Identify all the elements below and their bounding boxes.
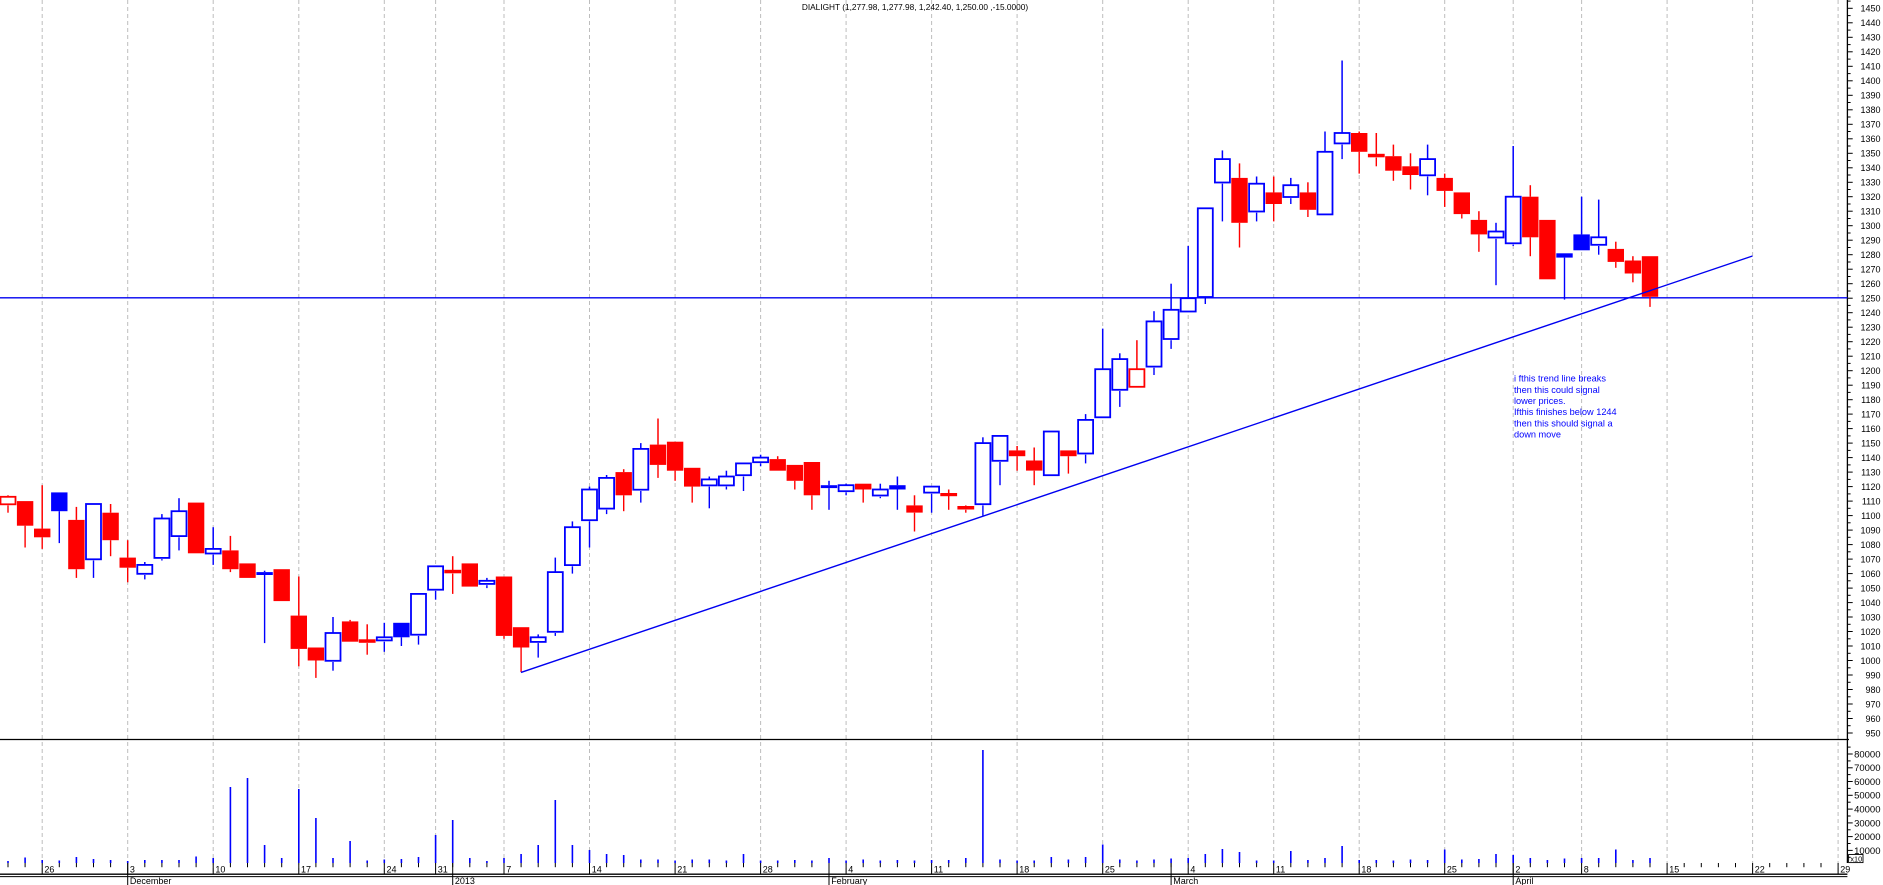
svg-text:1180: 1180 <box>1861 395 1880 405</box>
svg-text:1050: 1050 <box>1860 584 1880 594</box>
svg-text:1240: 1240 <box>1860 308 1880 318</box>
svg-text:1290: 1290 <box>1860 236 1880 246</box>
svg-text:22: 22 <box>1755 865 1765 875</box>
svg-text:down move: down move <box>1514 430 1561 440</box>
svg-text:1320: 1320 <box>1860 192 1880 202</box>
svg-text:1080: 1080 <box>1860 540 1880 550</box>
svg-text:1220: 1220 <box>1860 337 1880 347</box>
svg-text:1150: 1150 <box>1861 439 1880 449</box>
svg-text:1440: 1440 <box>1860 18 1880 28</box>
svg-text:1060: 1060 <box>1860 569 1880 579</box>
svg-text:February: February <box>831 876 868 885</box>
svg-text:26: 26 <box>44 865 54 875</box>
svg-text:10: 10 <box>215 865 225 875</box>
svg-text:1410: 1410 <box>1860 62 1880 72</box>
svg-text:1420: 1420 <box>1860 47 1880 57</box>
svg-text:70000: 70000 <box>1854 763 1880 774</box>
svg-text:1390: 1390 <box>1860 91 1880 101</box>
svg-text:25: 25 <box>1447 865 1457 875</box>
svg-text:18: 18 <box>1019 865 1029 875</box>
svg-text:970: 970 <box>1865 699 1880 709</box>
svg-text:lower prices.: lower prices. <box>1514 396 1566 406</box>
svg-text:1360: 1360 <box>1860 134 1880 144</box>
svg-text:1260: 1260 <box>1860 279 1880 289</box>
svg-text:28: 28 <box>763 865 773 875</box>
svg-text:1380: 1380 <box>1860 105 1880 115</box>
svg-text:1350: 1350 <box>1860 149 1880 159</box>
svg-text:1200: 1200 <box>1860 366 1880 376</box>
svg-text:17: 17 <box>301 865 311 875</box>
svg-text:11: 11 <box>934 865 943 875</box>
svg-text:1340: 1340 <box>1860 163 1880 173</box>
svg-text:DIALIGHT (1,277.98, 1,277.98,: DIALIGHT (1,277.98, 1,277.98, 1,242.40, … <box>802 2 1029 12</box>
svg-text:1090: 1090 <box>1860 526 1880 536</box>
svg-text:1400: 1400 <box>1860 76 1880 86</box>
svg-text:i fthis trend line breaks: i fthis trend line breaks <box>1514 374 1606 384</box>
svg-text:1140: 1140 <box>1861 453 1880 463</box>
svg-text:then this should signal a: then this should signal a <box>1514 418 1613 428</box>
svg-text:8: 8 <box>1584 865 1589 875</box>
svg-text:3: 3 <box>130 865 135 875</box>
svg-text:1300: 1300 <box>1860 221 1880 231</box>
svg-text:1170: 1170 <box>1861 410 1880 420</box>
svg-text:December: December <box>130 876 172 885</box>
svg-text:960: 960 <box>1865 714 1880 724</box>
svg-text:31: 31 <box>438 865 448 875</box>
svg-text:1010: 1010 <box>1860 641 1880 651</box>
svg-text:4: 4 <box>848 865 853 875</box>
svg-text:18: 18 <box>1361 865 1371 875</box>
svg-text:then this could signal: then this could signal <box>1514 385 1600 395</box>
svg-text:4: 4 <box>1190 865 1195 875</box>
svg-text:1030: 1030 <box>1860 612 1880 622</box>
svg-text:11: 11 <box>1276 865 1285 875</box>
svg-text:80000: 80000 <box>1854 749 1880 760</box>
svg-text:980: 980 <box>1865 685 1880 695</box>
svg-text:1280: 1280 <box>1860 250 1880 260</box>
svg-text:60000: 60000 <box>1854 777 1880 788</box>
svg-text:1020: 1020 <box>1860 627 1880 637</box>
svg-text:1130: 1130 <box>1861 468 1880 478</box>
svg-text:March: March <box>1173 876 1198 885</box>
svg-text:20000: 20000 <box>1854 832 1880 843</box>
svg-text:1160: 1160 <box>1861 424 1880 434</box>
svg-text:1270: 1270 <box>1860 265 1880 275</box>
svg-text:1040: 1040 <box>1860 598 1880 608</box>
svg-text:x10: x10 <box>1850 854 1862 863</box>
svg-text:25: 25 <box>1105 865 1115 875</box>
svg-text:30000: 30000 <box>1854 818 1880 829</box>
svg-text:29: 29 <box>1840 865 1850 875</box>
svg-text:1450: 1450 <box>1860 4 1880 14</box>
svg-text:50000: 50000 <box>1854 791 1880 802</box>
svg-text:Ifthis finishes below 1244: Ifthis finishes below 1244 <box>1514 407 1617 417</box>
svg-text:21: 21 <box>677 865 687 875</box>
svg-text:1430: 1430 <box>1860 33 1880 43</box>
svg-text:1190: 1190 <box>1861 381 1880 391</box>
svg-text:1120: 1120 <box>1861 482 1880 492</box>
svg-text:1330: 1330 <box>1860 178 1880 188</box>
svg-text:1250: 1250 <box>1860 294 1880 304</box>
svg-text:10000: 10000 <box>1854 846 1880 857</box>
svg-text:950: 950 <box>1865 728 1880 738</box>
svg-text:40000: 40000 <box>1854 805 1880 816</box>
svg-text:1370: 1370 <box>1860 120 1880 130</box>
svg-text:2013: 2013 <box>455 876 475 885</box>
svg-text:1230: 1230 <box>1860 323 1880 333</box>
svg-text:1070: 1070 <box>1860 555 1880 565</box>
svg-text:1210: 1210 <box>1860 352 1880 362</box>
svg-text:2: 2 <box>1515 865 1520 875</box>
svg-text:1310: 1310 <box>1860 207 1880 217</box>
svg-text:15: 15 <box>1669 865 1679 875</box>
svg-text:24: 24 <box>387 865 397 875</box>
svg-text:14: 14 <box>592 865 602 875</box>
svg-text:1100: 1100 <box>1861 511 1880 521</box>
svg-text:1110: 1110 <box>1862 497 1881 507</box>
svg-text:7: 7 <box>506 865 511 875</box>
svg-text:1000: 1000 <box>1860 656 1880 666</box>
svg-text:990: 990 <box>1865 670 1880 680</box>
svg-text:April: April <box>1515 876 1533 885</box>
